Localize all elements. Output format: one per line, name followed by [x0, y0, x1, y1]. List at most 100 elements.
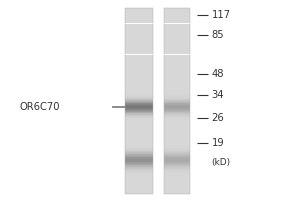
Bar [124, 119, 153, 120]
Bar [124, 42, 153, 43]
Bar [164, 147, 190, 148]
Bar [124, 80, 153, 81]
Bar [124, 145, 153, 146]
Bar [164, 47, 190, 48]
Bar [164, 94, 190, 95]
Bar [124, 38, 153, 39]
Bar [164, 128, 190, 129]
Bar [164, 172, 190, 173]
Bar [124, 183, 153, 184]
Bar [164, 175, 190, 176]
Bar [164, 110, 190, 111]
Bar [164, 115, 190, 116]
Bar [124, 155, 153, 156]
Bar [124, 151, 153, 152]
Bar [124, 157, 153, 158]
Bar [164, 31, 190, 32]
Bar [124, 177, 153, 178]
Bar [124, 69, 153, 70]
Bar [164, 187, 190, 188]
Bar [124, 77, 153, 78]
Bar [164, 126, 190, 127]
Bar [164, 30, 190, 31]
Bar [124, 139, 153, 140]
Bar [124, 169, 153, 170]
Bar [124, 140, 153, 141]
Bar [124, 132, 153, 133]
Bar [164, 79, 190, 80]
Bar [164, 190, 190, 191]
Bar [124, 62, 153, 63]
Bar [124, 99, 153, 100]
Bar [124, 22, 153, 23]
Bar [124, 81, 153, 82]
Bar [164, 86, 190, 87]
Bar [164, 95, 190, 96]
Bar [124, 116, 153, 117]
Bar [164, 49, 190, 50]
Bar [164, 129, 190, 130]
Bar [124, 146, 153, 147]
Bar [164, 32, 190, 33]
Text: 26: 26 [212, 113, 224, 123]
Bar [164, 184, 190, 185]
Bar [164, 119, 190, 120]
Bar [164, 97, 190, 98]
Bar [164, 53, 190, 54]
Bar [124, 92, 153, 93]
Bar [164, 44, 190, 45]
Bar [124, 9, 153, 10]
Bar [164, 51, 190, 52]
Bar [124, 40, 153, 41]
Text: (kD): (kD) [212, 158, 231, 168]
Bar [164, 100, 190, 101]
Bar [164, 139, 190, 140]
Bar [164, 133, 190, 134]
Bar [164, 22, 190, 23]
Bar [164, 177, 190, 178]
Bar [164, 59, 190, 60]
Bar [164, 131, 190, 132]
Bar [124, 135, 153, 136]
Bar [124, 96, 153, 97]
Bar [164, 183, 190, 184]
Bar [164, 102, 190, 103]
Bar [164, 193, 190, 194]
Bar [164, 8, 190, 9]
Bar [124, 48, 153, 49]
Bar [124, 52, 153, 53]
Bar [164, 164, 190, 165]
Bar [124, 39, 153, 40]
Bar [124, 189, 153, 190]
Bar [164, 85, 190, 86]
Bar [164, 142, 190, 143]
Bar [164, 18, 190, 19]
Bar [164, 36, 190, 37]
Bar [164, 15, 190, 16]
Bar [164, 127, 190, 128]
Bar [124, 91, 153, 92]
Bar [164, 8, 190, 194]
Bar [164, 169, 190, 170]
Bar [124, 85, 153, 86]
Bar [164, 29, 190, 30]
Bar [124, 46, 153, 47]
Bar [124, 33, 153, 34]
Bar [164, 73, 190, 74]
Bar [124, 55, 153, 56]
Bar [124, 133, 153, 134]
Bar [164, 33, 190, 34]
Bar [124, 68, 153, 69]
Bar [164, 111, 190, 112]
Bar [164, 192, 190, 193]
Bar [164, 87, 190, 88]
Bar [124, 41, 153, 42]
Bar [124, 93, 153, 94]
Bar [164, 179, 190, 180]
Bar [124, 184, 153, 185]
Bar [164, 92, 190, 93]
Bar [124, 187, 153, 188]
Bar [124, 193, 153, 194]
Bar [124, 27, 153, 28]
Bar [124, 180, 153, 181]
